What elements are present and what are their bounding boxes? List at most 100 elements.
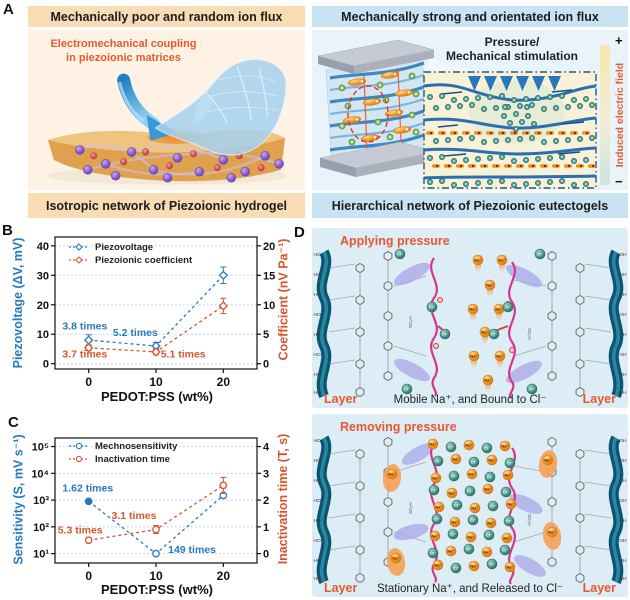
chart-legend: Mechnosensitivity Inactivation time xyxy=(69,441,178,465)
polymer-mesh: SO₃H SO₃H xyxy=(313,248,628,399)
svg-text:20: 20 xyxy=(217,569,231,583)
field-plus-sign: + xyxy=(615,33,623,48)
pedot-chain xyxy=(430,257,438,397)
annotation: 149 times xyxy=(168,544,216,556)
panel-d-label: D xyxy=(294,224,305,241)
panel-b-chart: 0 10 20 0 10 20 30 40 0 5 10 15 20 Piezovoltage Piezoi… xyxy=(37,236,275,389)
svg-text:0: 0 xyxy=(85,569,92,583)
pressure-line1: Pressure/ xyxy=(484,35,540,49)
annotation: 3.8 times xyxy=(62,321,107,333)
so3h-label: SO₃H xyxy=(408,502,413,514)
panel-d-bottom: SO₃H SO₃H Removing pressure Layer Layer S… xyxy=(312,414,628,597)
panel-c: C 0 10 20 10¹ 10² 10³ 10⁴ 10⁵ 0 1 2 3 4 Mechnosensiti… xyxy=(0,414,312,600)
applying-pressure-title: Applying pressure xyxy=(340,234,450,248)
pressure-triangle xyxy=(500,76,513,91)
legend-label: Inactivation time xyxy=(95,454,170,465)
data-point xyxy=(151,347,161,357)
network-strand xyxy=(153,154,266,176)
svg-text:20: 20 xyxy=(263,241,275,253)
caption-line2: in piezoionic matrices xyxy=(66,52,181,64)
hydrogel-press-illustration xyxy=(47,59,288,185)
crosslink-blob xyxy=(506,360,542,384)
pressure-triangle xyxy=(468,76,481,91)
hydrogel-scene xyxy=(47,59,288,185)
panel-a-left-header: Mechanically poor and random ion flux xyxy=(28,6,305,27)
gel-layer-line xyxy=(423,174,597,180)
pressure-triangle xyxy=(516,76,529,91)
crosslink-blob xyxy=(514,555,546,577)
network-strand xyxy=(79,143,155,171)
eutectogel-scene xyxy=(317,39,610,189)
pressure-caption: Pressure/ Mechanical stimulation xyxy=(432,35,592,63)
ion-flux-inset xyxy=(423,71,597,189)
crosslink-blob xyxy=(393,523,429,541)
svg-text:10: 10 xyxy=(149,569,163,583)
annotation: 3.1 times xyxy=(112,510,157,522)
pressure-triangle xyxy=(484,76,497,91)
c-x-axis-title: PEDOT:PSS (wt%) xyxy=(101,582,213,597)
svg-text:4: 4 xyxy=(263,442,270,454)
c-left-axis-title: Sensitivity (S, mV s⁻¹) xyxy=(11,434,26,565)
chart-legend: Piezovoltage Piezoionic coefficient xyxy=(69,242,193,266)
svg-text:1: 1 xyxy=(263,522,269,534)
crosslink-blob xyxy=(394,262,430,286)
svg-text:10²: 10² xyxy=(33,522,49,534)
layer-label-left: Layer xyxy=(324,392,358,406)
svg-text:3: 3 xyxy=(263,468,269,480)
induced-field-label: Induced electric field xyxy=(614,62,626,168)
panel-c-chart: 0 10 20 10¹ 10² 10³ 10⁴ 10⁵ 0 1 2 3 4 Mechnosensitivi… xyxy=(31,437,270,583)
layer-label-right: Layer xyxy=(582,392,616,406)
annotation: 3.7 times xyxy=(62,349,107,361)
data-point xyxy=(218,270,229,281)
crosslink-blob xyxy=(394,358,430,382)
field-gradient-bar xyxy=(600,45,610,185)
caption-line1: Electromechanical coupling xyxy=(50,38,197,50)
data-point xyxy=(83,335,94,345)
removing-pressure-illustration: SO₃H SO₃H xyxy=(313,435,628,585)
svg-text:10: 10 xyxy=(263,300,275,312)
stationary-na-caption: Stationary Na⁺, and Released to Cl⁻ xyxy=(376,583,564,595)
panel-a-right-illustration: Pressure/ Mechanical stimulation + − Ind… xyxy=(312,30,628,190)
annotation: 5.3 times xyxy=(58,525,103,537)
electromechanical-caption: Electromechanical coupling in piezoionic… xyxy=(36,37,211,65)
panel-a-right-footer: Hierarchical network of Piezoionic eutec… xyxy=(312,193,628,218)
so3h-label: SO₃H xyxy=(408,316,413,328)
pedot-chain xyxy=(508,261,516,399)
layer-label-right: Layer xyxy=(582,581,616,595)
so3h-label: SO₃H xyxy=(527,514,532,526)
annotation: 1.62 times xyxy=(62,482,113,494)
polymer-mesh: SO₃H SO₃H xyxy=(313,435,628,585)
svg-text:30: 30 xyxy=(37,270,49,282)
network-strand xyxy=(131,145,224,161)
crosslink-blob xyxy=(509,494,543,514)
panel-a-right-header: Mechanically strong and orientated ion f… xyxy=(312,6,628,27)
data-point xyxy=(83,343,94,353)
svg-text:10: 10 xyxy=(37,329,49,341)
field-minus-sign: − xyxy=(615,174,623,189)
svg-text:10³: 10³ xyxy=(33,495,49,507)
pressure-line2: Mechanical stimulation xyxy=(445,49,579,63)
svg-text:5: 5 xyxy=(263,329,269,341)
panel-a-left-illustration: Electromechanical coupling in piezoionic… xyxy=(28,30,305,190)
data-point xyxy=(84,536,93,545)
panel-a-left-footer: Isotropic network of Piezoionic hydrogel xyxy=(28,193,305,218)
pressure-triangle xyxy=(532,76,545,91)
panel-b-label: B xyxy=(2,222,13,239)
pedot-chain xyxy=(430,443,438,583)
panel-d-top: SO₃H SO₃H Applying pressure Layer Layer M… xyxy=(312,228,628,408)
b-x-axis-title: PEDOT:PSS (wt%) xyxy=(101,389,213,404)
b-left-axis-title: Piezovoltage (ΔV, mV) xyxy=(11,237,25,369)
gel-layer-line xyxy=(423,146,597,156)
highlight-ellipse xyxy=(347,85,389,143)
legend-label: Piezovoltage xyxy=(95,242,153,253)
piezovoltage-chart: 0 10 20 0 10 20 30 40 0 5 10 15 20 Piezovoltage Piezoi… xyxy=(37,236,275,389)
legend-label: Mechnosensitivity xyxy=(95,441,178,452)
panel-a-label: A xyxy=(3,1,14,18)
svg-text:40: 40 xyxy=(37,241,49,253)
svg-text:0: 0 xyxy=(263,549,269,561)
crosslink-blob xyxy=(402,443,434,465)
svg-text:20: 20 xyxy=(217,375,231,389)
svg-text:10⁴: 10⁴ xyxy=(31,468,49,480)
eutectogel-stack-illustration xyxy=(317,39,610,189)
data-point xyxy=(152,549,160,558)
